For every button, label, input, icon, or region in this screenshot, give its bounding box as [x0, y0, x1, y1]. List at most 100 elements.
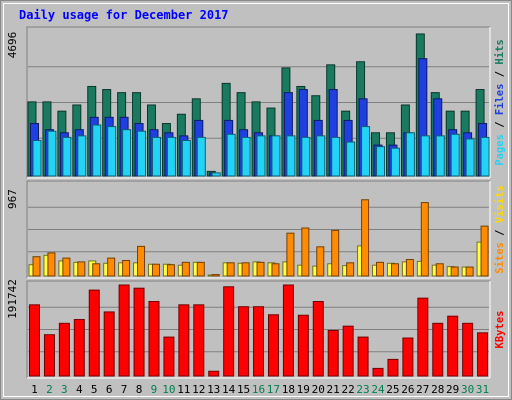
x-tick-label: 9 — [151, 383, 158, 396]
x-tick-label: 1 — [31, 383, 38, 396]
bar-sites-day-15 — [241, 262, 250, 277]
bar-sites-day-13 — [211, 274, 220, 277]
bar-kbytes-day-10 — [163, 336, 175, 377]
legend-entry: KBytes — [494, 311, 506, 349]
x-tick-label: 22 — [341, 383, 354, 396]
bar-pages-day-9 — [151, 136, 161, 177]
bar-kbytes-day-1 — [29, 304, 40, 377]
bar-pages-day-18 — [286, 135, 296, 177]
bar-sites-day-3 — [62, 257, 71, 277]
panel-1: 4696 Pages / Files / Hits — [6, 26, 506, 179]
bar-pages-day-29 — [450, 133, 460, 177]
bar-kbytes-day-9 — [148, 300, 160, 377]
bar-kbytes-day-25 — [387, 358, 399, 377]
bar-pages-day-12 — [196, 136, 206, 177]
x-tick-label: 18 — [282, 383, 295, 396]
bar-pages-day-30 — [465, 138, 475, 177]
series-pages — [32, 124, 490, 177]
bar-pages-day-27 — [420, 135, 430, 177]
bar-sites-day-24 — [376, 261, 385, 277]
bar-pages-day-6 — [107, 126, 117, 177]
bar-kbytes-day-17 — [267, 314, 279, 377]
bar-sites-day-10 — [166, 264, 175, 277]
legend-entry: / — [494, 65, 506, 84]
x-tick-label: 16 — [252, 383, 265, 396]
bar-sites-day-8 — [137, 245, 146, 277]
bar-kbytes-day-7 — [118, 284, 130, 377]
x-tick-label: 21 — [327, 383, 340, 396]
bar-kbytes-day-18 — [282, 284, 294, 377]
bar-kbytes-day-16 — [253, 306, 265, 377]
x-tick-label: 3 — [61, 383, 68, 396]
x-tick-label: 26 — [401, 383, 414, 396]
bar-sites-day-29 — [450, 266, 459, 277]
legend-entry: Files — [494, 84, 506, 116]
bar-pages-day-23 — [361, 126, 371, 177]
legend: Pages / Files / Hits — [494, 39, 506, 165]
y-max-tick-label: 967 — [6, 189, 19, 209]
bar-sites-day-1 — [32, 256, 41, 277]
panel-3: 191742 KBytes — [6, 279, 506, 379]
bar-pages-day-19 — [301, 136, 311, 177]
outer-frame-inner — [3, 3, 509, 397]
bar-sites-day-5 — [92, 263, 101, 277]
bar-sites-day-2 — [47, 252, 56, 277]
x-tick-label: 23 — [356, 383, 369, 396]
bar-sites-day-23 — [361, 199, 370, 277]
bar-sites-day-25 — [390, 263, 399, 277]
bar-kbytes-day-24 — [372, 367, 384, 377]
bar-pages-day-24 — [376, 146, 386, 177]
bar-kbytes-day-26 — [402, 337, 414, 377]
chart-title: Daily usage for December 2017 — [19, 8, 229, 22]
bar-kbytes-day-21 — [327, 329, 339, 377]
bar-kbytes-day-11 — [178, 304, 190, 377]
bar-pages-day-3 — [62, 136, 72, 177]
bar-pages-day-2 — [47, 130, 57, 177]
bar-kbytes-day-28 — [432, 322, 444, 377]
x-tick-label: 29 — [446, 383, 459, 396]
bar-pages-day-1 — [32, 139, 42, 177]
x-tick-label: 17 — [267, 383, 280, 396]
bar-kbytes-day-14 — [223, 286, 235, 377]
x-tick-label: 11 — [177, 383, 190, 396]
x-tick-label: 24 — [371, 383, 385, 396]
bar-sites-day-20 — [316, 246, 325, 277]
bar-kbytes-day-29 — [447, 315, 459, 377]
bar-sites-day-26 — [405, 259, 414, 277]
x-tick-label: 30 — [461, 383, 474, 396]
bar-pages-day-11 — [181, 139, 191, 177]
bar-kbytes-day-5 — [88, 289, 100, 377]
bar-pages-day-25 — [390, 147, 400, 177]
bar-sites-day-22 — [346, 262, 355, 277]
legend-entry: / — [494, 223, 506, 242]
x-tick-label: 2 — [46, 383, 53, 396]
bar-sites-day-17 — [271, 263, 280, 277]
legend-entry: Hits — [494, 39, 506, 64]
bar-pages-day-8 — [137, 130, 147, 177]
legend-entry: / — [494, 115, 506, 134]
y-max-tick-label: 191742 — [6, 279, 19, 319]
bar-kbytes-day-4 — [73, 319, 85, 377]
bar-sites-day-14 — [226, 262, 235, 277]
bar-sites-day-18 — [286, 232, 295, 277]
bar-sites-day-11 — [181, 261, 190, 277]
legend: KBytes — [494, 311, 506, 349]
bar-sites-day-19 — [301, 227, 310, 277]
bar-sites-day-30 — [465, 266, 474, 277]
bar-kbytes-day-15 — [238, 306, 250, 377]
legend-entry: Pages — [494, 134, 506, 166]
bar-pages-day-10 — [166, 136, 176, 177]
bar-pages-day-31 — [480, 136, 490, 177]
bar-kbytes-day-12 — [193, 304, 205, 377]
legend-entry: Sites — [494, 242, 506, 274]
bar-pages-day-20 — [316, 135, 326, 177]
bar-kbytes-day-19 — [297, 314, 309, 377]
bar-kbytes-day-23 — [357, 336, 369, 377]
x-tick-label: 14 — [222, 383, 236, 396]
bar-pages-day-21 — [331, 136, 341, 177]
bar-sites-day-9 — [151, 263, 160, 277]
bar-sites-day-28 — [435, 263, 444, 277]
x-tick-label: 4 — [76, 383, 83, 396]
x-tick-label: 19 — [297, 383, 310, 396]
bar-sites-day-27 — [420, 202, 429, 277]
